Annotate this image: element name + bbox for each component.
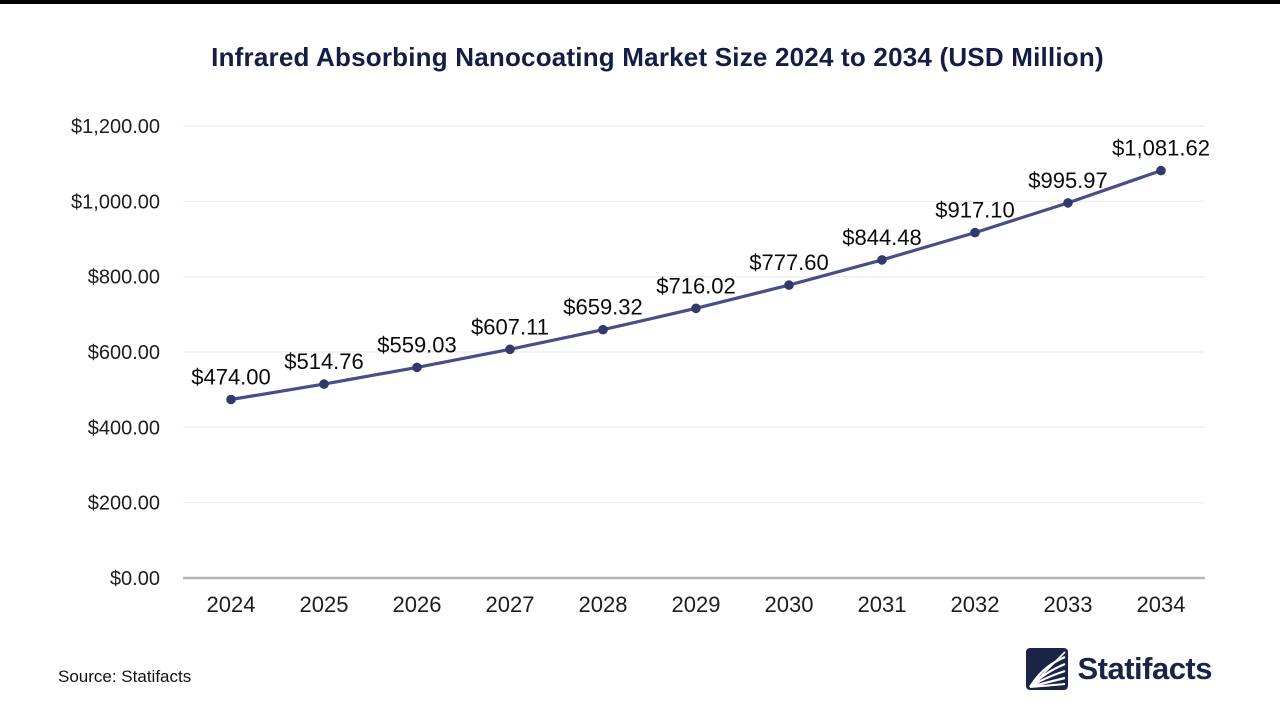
y-tick-label: $0.00: [110, 568, 160, 590]
data-point-2032[interactable]: [970, 227, 980, 238]
x-tick-label-2033: 2033: [1044, 592, 1093, 617]
data-point-2034[interactable]: [1156, 165, 1166, 176]
top-border-bar: [0, 0, 1280, 4]
data-label-2029: $716.02: [656, 273, 736, 298]
y-tick-label: $200.00: [88, 493, 160, 515]
x-tick-label-2025: 2025: [300, 592, 349, 617]
x-tick-label-2031: 2031: [858, 592, 907, 617]
source-label: Source: Statifacts: [58, 667, 192, 686]
data-point-2031[interactable]: [877, 255, 887, 265]
x-tick-label-2024: 2024: [207, 592, 256, 617]
data-point-2025[interactable]: [319, 379, 329, 389]
data-label-2033: $995.97: [1028, 168, 1108, 193]
data-label-2028: $659.32: [563, 295, 643, 320]
statifacts-waves-icon: [1026, 648, 1069, 690]
x-tick-label-2034: 2034: [1137, 592, 1186, 617]
y-tick-label: $600.00: [88, 342, 160, 364]
data-label-2032: $917.10: [935, 198, 1015, 223]
data-label-2026: $559.03: [377, 332, 457, 357]
brand-footer: Statifacts: [1026, 648, 1212, 690]
x-tick-label-2026: 2026: [393, 592, 442, 617]
data-label-2025: $514.76: [284, 349, 364, 374]
data-label-2027: $607.11: [471, 314, 549, 339]
data-label-2030: $777.60: [749, 250, 829, 275]
data-point-2029[interactable]: [691, 303, 701, 314]
data-point-2027[interactable]: [505, 344, 515, 355]
data-point-2028[interactable]: [598, 324, 608, 335]
x-tick-label-2030: 2030: [765, 592, 814, 617]
y-tick-label: $1,200.00: [71, 116, 160, 138]
brand-logo-text: Statifacts: [1077, 651, 1212, 686]
data-point-2030[interactable]: [784, 280, 794, 290]
x-tick-label-2029: 2029: [672, 592, 721, 617]
y-tick-label: $1,000.00: [71, 191, 160, 213]
data-point-2026[interactable]: [412, 362, 422, 373]
y-tick-label: $800.00: [88, 267, 160, 289]
x-tick-label-2027: 2027: [486, 592, 535, 617]
data-point-2033[interactable]: [1063, 198, 1073, 208]
x-tick-label-2032: 2032: [951, 592, 1000, 617]
data-label-2031: $844.48: [842, 225, 922, 250]
chart-title: Infrared Absorbing Nanocoating Market Si…: [211, 42, 1104, 72]
x-tick-label-2028: 2028: [579, 592, 628, 617]
data-point-2024[interactable]: [226, 394, 236, 405]
data-label-2024: $474.00: [191, 365, 271, 390]
y-tick-label: $400.00: [88, 417, 160, 439]
data-label-2034: $1,081.62: [1112, 136, 1210, 161]
